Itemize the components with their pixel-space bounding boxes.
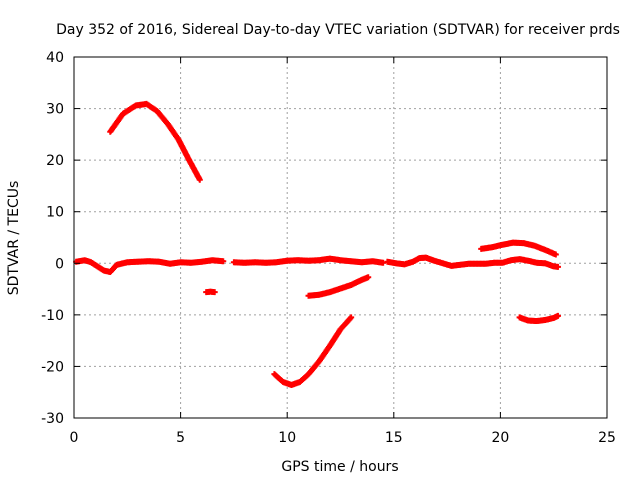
data-point <box>554 312 561 319</box>
chart-title: Day 352 of 2016, Sidereal Day-to-day VTE… <box>56 22 620 38</box>
y-tick-label: -20 <box>41 359 64 375</box>
data-point <box>211 289 218 296</box>
y-tick-label: -10 <box>41 308 64 324</box>
data-point <box>196 176 203 183</box>
y-tick-label: 20 <box>46 153 64 169</box>
x-tick-label: 20 <box>491 430 509 446</box>
plot-frame <box>73 56 608 419</box>
data-point <box>380 259 387 266</box>
data-point <box>365 274 372 281</box>
data-points <box>73 100 561 388</box>
data-point <box>554 263 561 270</box>
x-tick-label: 10 <box>278 430 296 446</box>
data-point <box>552 251 559 258</box>
x-tick-label: 5 <box>176 430 185 446</box>
y-tick-label: 0 <box>55 256 64 272</box>
y-tick-label: -30 <box>41 411 64 427</box>
y-axis-label: SDTVAR / TECUs <box>6 181 22 296</box>
x-tick-label: 0 <box>70 430 79 446</box>
x-axis-label: GPS time / hours <box>281 459 398 475</box>
grid-lines <box>74 57 607 418</box>
axis-ticks: 0 5 10 15 20 25 -30 -20 -10 0 10 20 30 40 <box>41 50 616 446</box>
x-tick-label: 15 <box>385 430 403 446</box>
data-point <box>220 258 227 265</box>
data-point <box>348 314 355 321</box>
x-tick-label: 25 <box>598 430 616 446</box>
y-tick-label: 40 <box>46 50 64 66</box>
y-tick-label: 30 <box>46 102 64 118</box>
y-tick-label: 10 <box>46 205 64 221</box>
